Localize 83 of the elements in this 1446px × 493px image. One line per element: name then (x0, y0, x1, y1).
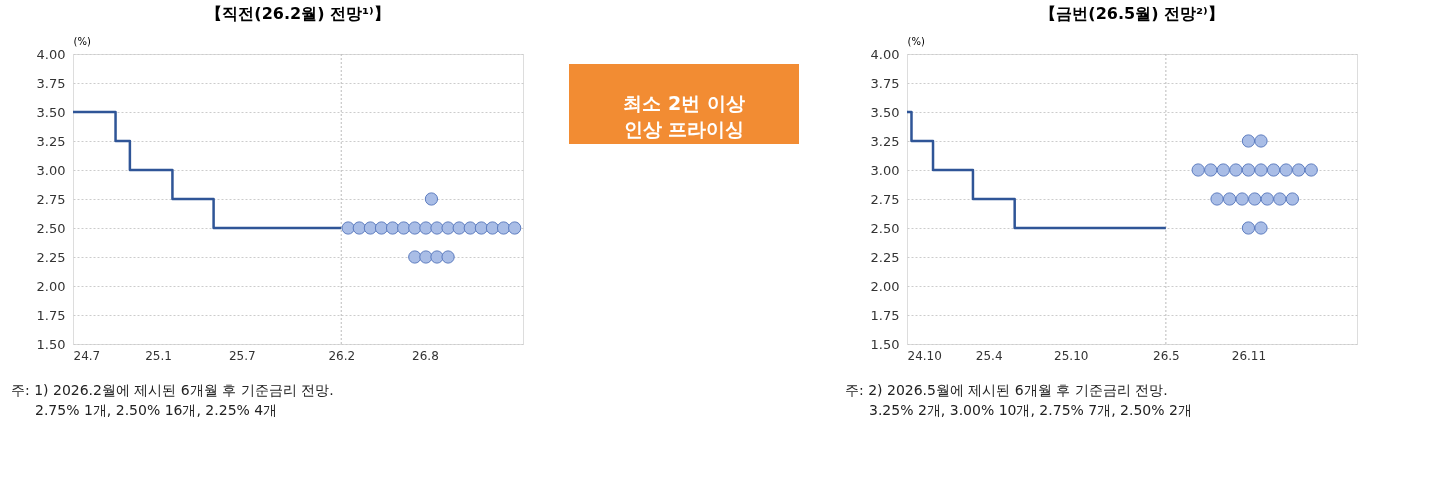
x-tick-label: 24.10 (907, 348, 942, 363)
y-tick-label: 1.75 (870, 307, 900, 323)
point (1254, 134, 1268, 148)
y-tick-label: 3.25 (870, 133, 900, 149)
point (1204, 163, 1218, 177)
y-axis-title: (%) (907, 35, 925, 47)
point (474, 221, 488, 235)
point (441, 250, 455, 264)
point (397, 221, 411, 235)
point (1235, 192, 1249, 206)
y-tick-label: 3.00 (870, 162, 900, 178)
point (430, 250, 444, 264)
text: 주: 2) 2026.5월에 제시된 6개월 후 기준금리 전망. (845, 382, 1168, 398)
point (341, 221, 355, 235)
point (1292, 163, 1306, 177)
y-tick-label: 2.50 (36, 220, 66, 236)
y-tick-label: 2.25 (870, 249, 900, 265)
x-tick-label: 26.8 (412, 348, 439, 363)
y-tick-label: 1.75 (36, 307, 66, 323)
text: 주: 1) 2026.2월에 제시된 6개월 후 기준금리 전망. (11, 382, 334, 398)
point (1304, 163, 1318, 177)
text: 3.25% 2개, 3.00% 10개, 2.75% 7개, 2.50% 2개 (869, 402, 1192, 418)
point (1216, 163, 1230, 177)
point (1210, 192, 1224, 206)
point (508, 221, 522, 235)
point (1229, 163, 1243, 177)
chart-title: 【직전(26.2월) 전망¹⁾】 (206, 4, 390, 23)
y-tick-label: 1.50 (870, 336, 900, 352)
point (430, 221, 444, 235)
y-tick-label: 3.50 (36, 104, 66, 120)
text: 최소 2번 이상 인상 프라이싱 (623, 92, 745, 140)
point (352, 221, 366, 235)
point (1273, 192, 1287, 206)
point (419, 250, 433, 264)
point (1191, 163, 1205, 177)
point (363, 221, 377, 235)
point (1254, 221, 1268, 235)
point (408, 221, 422, 235)
point (441, 221, 455, 235)
point (1241, 221, 1256, 235)
point (452, 221, 466, 235)
y-tick-label: 3.75 (870, 75, 900, 91)
point (1266, 163, 1281, 177)
point (1241, 163, 1256, 177)
x-tick-label: 26.2 (328, 348, 356, 363)
y-tick-label: 2.75 (36, 191, 66, 207)
point (385, 221, 400, 235)
text: 2.75% 1개, 2.50% 16개, 2.25% 4개 (35, 402, 278, 418)
x-tick-label: 26.5 (1153, 348, 1180, 363)
point (1248, 192, 1262, 206)
x-tick-label: 24.7 (73, 348, 101, 363)
point (1279, 163, 1293, 177)
y-tick-label: 2.50 (870, 220, 900, 236)
y-tick-label: 3.25 (36, 133, 66, 149)
y-tick-label: 1.50 (36, 336, 66, 352)
point (1254, 163, 1268, 177)
point (408, 250, 422, 264)
y-tick-label: 4.00 (870, 46, 900, 62)
x-tick-label: 25.1 (145, 348, 172, 363)
point (424, 192, 439, 206)
point (1285, 192, 1300, 206)
y-tick-label: 3.50 (870, 104, 900, 120)
x-tick-label: 26.11 (1231, 348, 1267, 363)
x-tick-label: 25.10 (1054, 348, 1089, 363)
y-tick-label: 3.75 (36, 75, 66, 91)
point (485, 221, 500, 235)
y-tick-label: 2.00 (870, 278, 900, 294)
chart-title: 【금번(26.5월) 전망²⁾】 (1040, 4, 1224, 23)
point (374, 221, 389, 235)
y-tick-label: 2.00 (36, 278, 66, 294)
y-tick-label: 3.00 (36, 162, 66, 178)
x-tick-label: 25.7 (228, 348, 256, 363)
point (1222, 192, 1237, 206)
point (496, 221, 511, 235)
x-tick-label: 25.4 (975, 348, 1003, 363)
y-tick-label: 4.00 (36, 46, 66, 62)
point (1260, 192, 1274, 206)
y-tick-label: 2.75 (870, 191, 900, 207)
point (419, 221, 433, 235)
y-axis-title: (%) (73, 35, 91, 47)
point (463, 221, 477, 235)
y-tick-label: 2.25 (36, 249, 66, 265)
point (1241, 134, 1256, 148)
